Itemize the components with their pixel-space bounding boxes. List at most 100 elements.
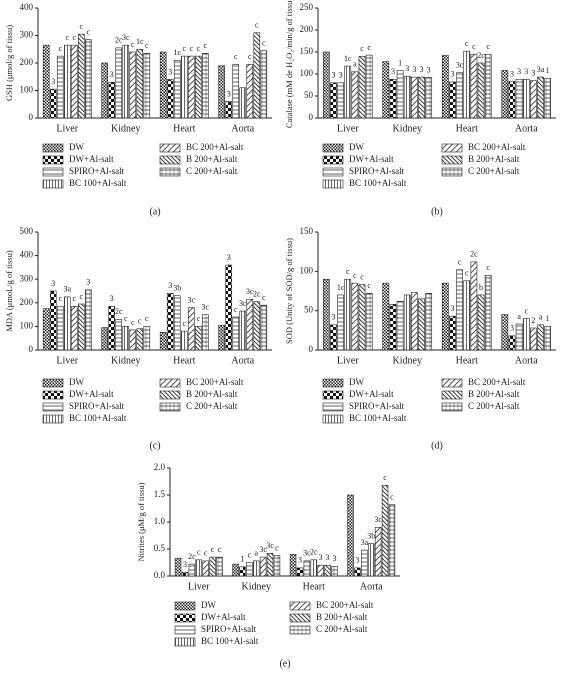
- legend-label: DW: [69, 377, 84, 387]
- bar-annotation: c: [472, 42, 476, 51]
- bar-annotation: c: [124, 314, 128, 323]
- legend-swatch: [441, 167, 463, 177]
- bar-annotation: c: [65, 33, 69, 42]
- bar: [322, 51, 330, 119]
- bar: [232, 316, 240, 351]
- legend-label: BC 200+Al-salt: [186, 377, 244, 387]
- y-tick-label: 200: [20, 57, 34, 67]
- bar: [522, 318, 530, 351]
- bar-annotation: c: [486, 42, 490, 51]
- legend-swatch: [441, 155, 463, 165]
- bar: [77, 303, 85, 351]
- bar: [522, 78, 530, 119]
- bar-annotation: c: [524, 306, 528, 315]
- bar: [456, 72, 463, 119]
- y-tick-label: 0: [29, 344, 34, 354]
- bar: [449, 315, 456, 351]
- legend-label: DW: [349, 142, 364, 152]
- y-tick-label: 2.0: [154, 462, 166, 472]
- x-tick-label: Aorta: [360, 581, 383, 592]
- x-tick-label: Liver: [188, 581, 210, 592]
- bar-annotation: c: [197, 44, 201, 53]
- y-tick-label: 0.0: [154, 570, 166, 580]
- y-tick-label: 100: [300, 265, 314, 275]
- bar: [239, 310, 247, 351]
- bar-annotation: c: [218, 545, 222, 554]
- bar: [63, 296, 71, 351]
- bar: [470, 261, 478, 351]
- legend-swatch: [42, 390, 64, 400]
- panel-caption: (b): [431, 206, 443, 217]
- bar: [122, 44, 130, 119]
- legend-swatch: [42, 155, 64, 165]
- bar-annotation: 3: [405, 64, 409, 73]
- bar: [216, 556, 223, 577]
- bar: [85, 39, 92, 119]
- bar: [129, 51, 137, 119]
- bar-annotation: 3: [183, 560, 187, 569]
- legend-swatch: [174, 613, 196, 623]
- bar-annotation: c: [458, 258, 462, 267]
- legend-label: B 200+Al-salt: [186, 154, 238, 164]
- bar: [501, 70, 509, 119]
- bar-annotation: 2c: [115, 307, 123, 316]
- bar-annotation: c: [234, 52, 238, 61]
- bar: [180, 55, 188, 119]
- bar: [388, 504, 396, 577]
- y-tick-label: 1.0: [154, 516, 166, 526]
- x-tick-label: Heart: [456, 355, 478, 366]
- y-tick-label: 200: [300, 24, 314, 34]
- legend-label: SPIRO+Al-salt: [69, 166, 125, 176]
- bar: [129, 329, 137, 351]
- bar: [456, 269, 463, 351]
- bar-annotation: 3c: [202, 302, 210, 311]
- bar: [70, 44, 78, 119]
- bar: [515, 78, 523, 119]
- bar: [441, 55, 449, 119]
- legend-label: DW+Al-salt: [349, 154, 394, 164]
- legend-label: DW: [201, 600, 216, 610]
- bar: [322, 278, 330, 351]
- legend-swatch: [42, 414, 64, 424]
- bar-annotation: 1: [546, 314, 550, 323]
- bar: [382, 282, 390, 351]
- bar: [477, 294, 485, 351]
- legend-swatch: [174, 625, 196, 635]
- bar: [115, 319, 123, 351]
- bar: [396, 70, 404, 119]
- bar: [273, 555, 281, 577]
- bar: [173, 59, 181, 119]
- legend-swatch: [441, 402, 463, 412]
- bar: [296, 567, 304, 577]
- bar: [501, 314, 509, 351]
- x-tick-label: Kidney: [242, 581, 271, 592]
- legend-swatch: [289, 601, 311, 611]
- bar-annotation: 3a: [63, 285, 71, 294]
- legend-swatch: [174, 637, 196, 647]
- legend-label: DW: [69, 142, 84, 152]
- y-axis-label: Catalase (mM de H₂O₂/min/g of tissu): [284, 0, 294, 128]
- x-tick-label: Kidney: [111, 123, 140, 134]
- bar-annotation: c: [383, 473, 387, 482]
- bar-annotation: 3: [450, 304, 454, 313]
- y-tick-label: 0: [309, 112, 314, 122]
- bar-annotation: 3c: [246, 287, 254, 296]
- bar-annotation: c: [275, 543, 279, 552]
- bar-annotation: c: [234, 305, 238, 314]
- bar: [260, 304, 268, 351]
- bar-annotation: 3: [86, 278, 90, 287]
- bar: [159, 51, 167, 119]
- bar: [508, 335, 516, 351]
- bar-annotation: c: [360, 273, 364, 282]
- panel-caption: (e): [279, 658, 290, 669]
- bar: [310, 559, 317, 577]
- x-tick-label: Liver: [337, 123, 359, 134]
- legend-label: BC 100+Al-salt: [201, 636, 259, 646]
- bar: [351, 71, 359, 119]
- bar: [508, 81, 516, 119]
- bar-annotation: 3: [524, 67, 528, 76]
- x-tick-label: Kidney: [393, 123, 422, 134]
- bar-annotation: 3: [331, 313, 335, 322]
- legend-label: B 200+Al-salt: [468, 154, 520, 164]
- bar: [115, 47, 123, 119]
